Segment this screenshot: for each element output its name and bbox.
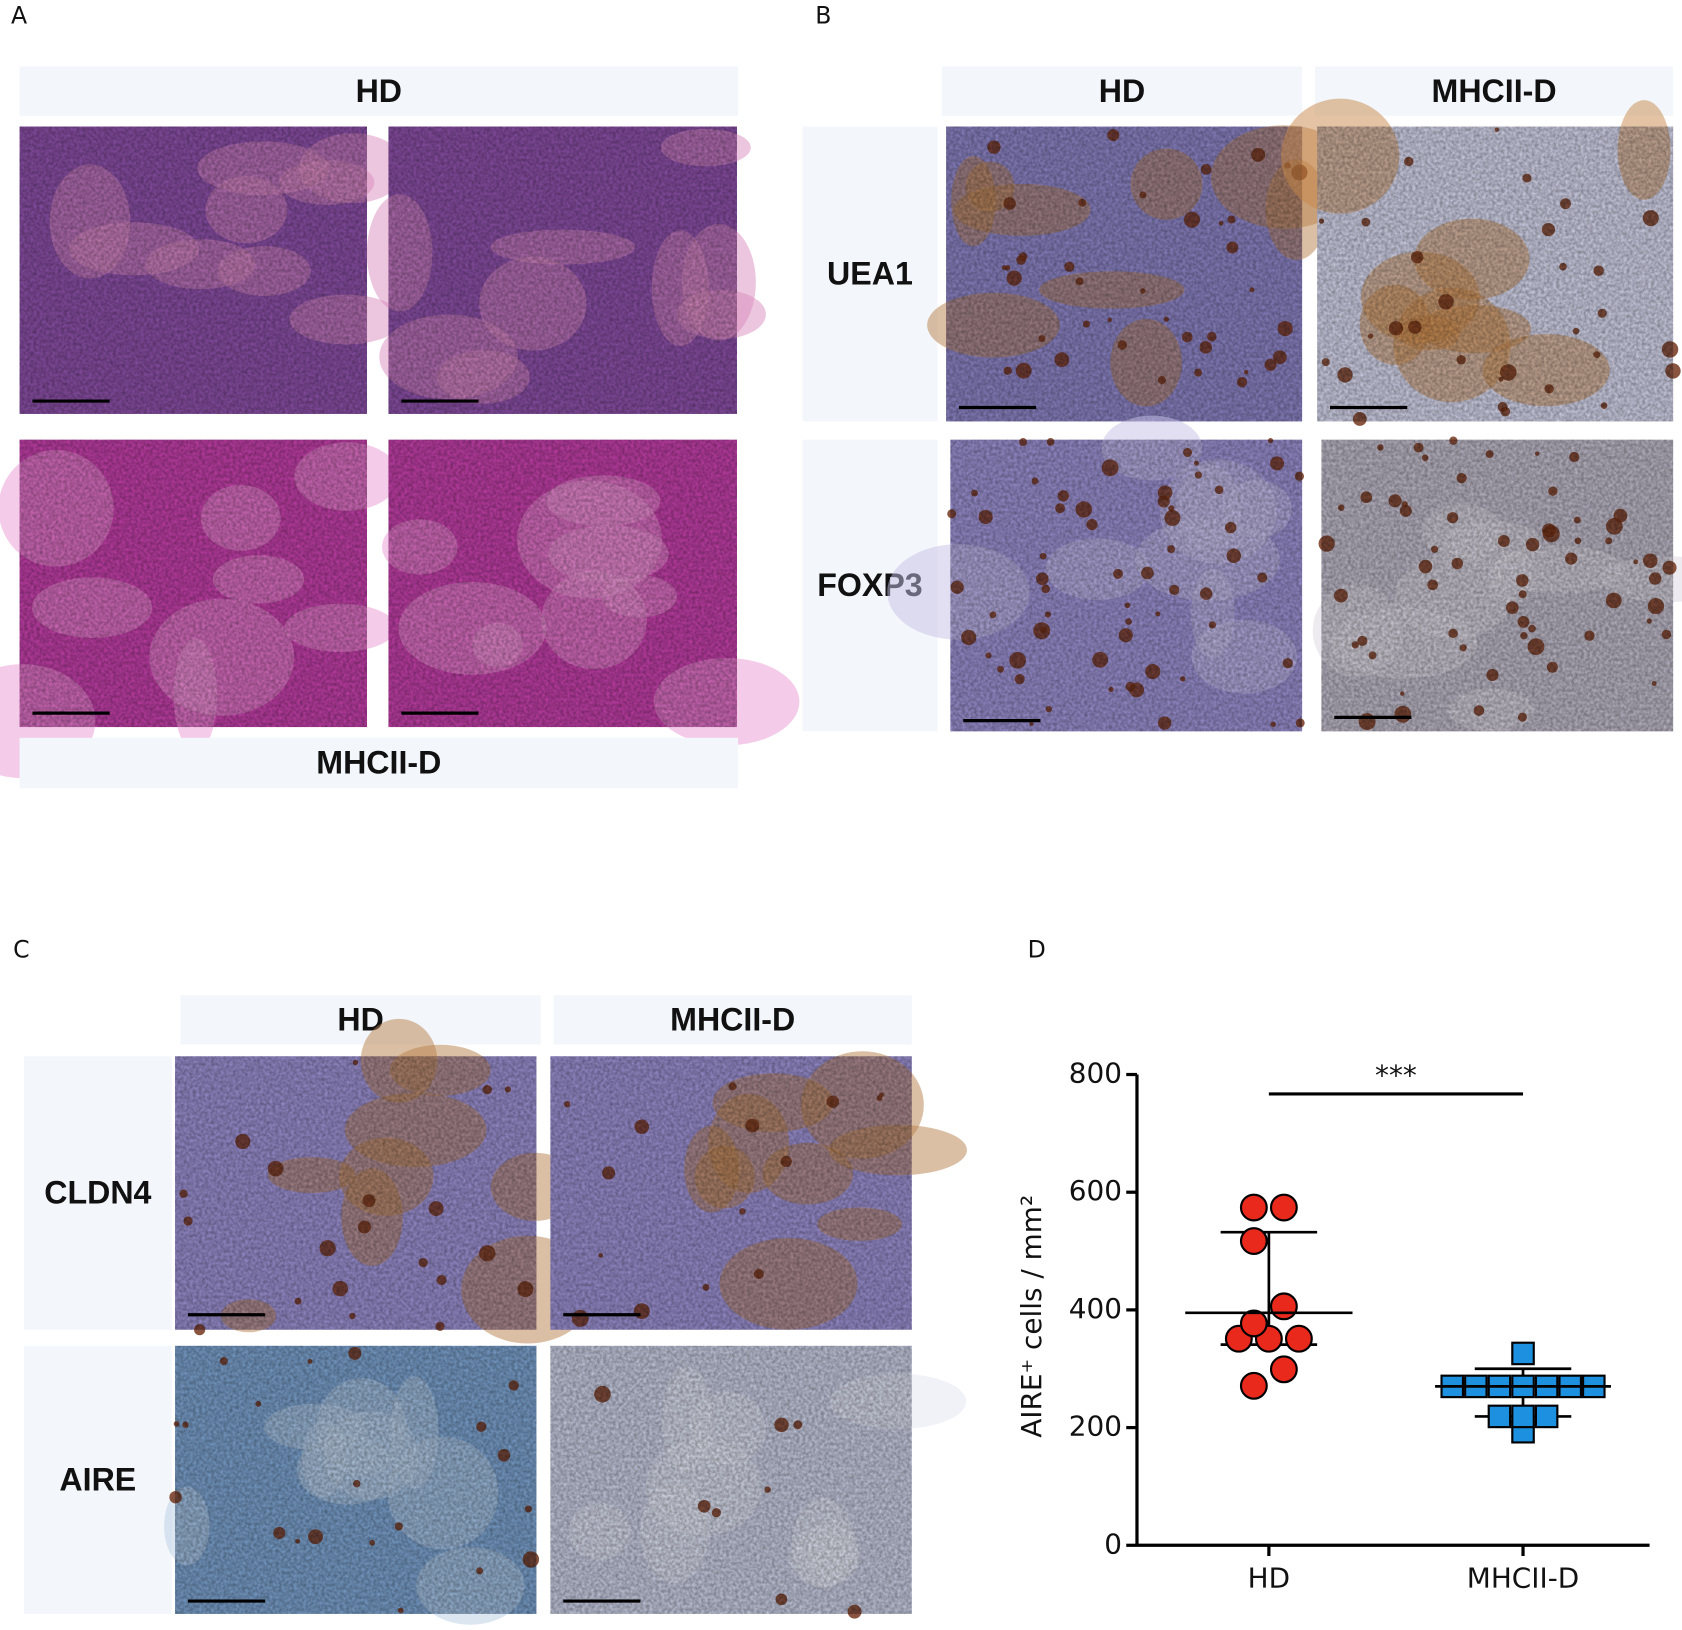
panel-header: MHCII-D (670, 1001, 795, 1037)
texture (388, 126, 737, 414)
y-tick-label: 200 (1069, 1410, 1122, 1443)
texture (19, 126, 368, 414)
label-band (1314, 66, 1674, 116)
data-point (1269, 1292, 1298, 1321)
y-tick-label: 800 (1069, 1057, 1122, 1090)
label-band (23, 1345, 172, 1614)
texture (550, 1345, 912, 1614)
texture (1317, 126, 1674, 422)
y-tick-label: 400 (1069, 1292, 1122, 1325)
label-band (180, 995, 541, 1045)
data-point (1239, 1227, 1268, 1255)
texture (19, 439, 368, 728)
label-band (941, 66, 1303, 116)
texture (1321, 439, 1674, 732)
data-point (1534, 1404, 1559, 1429)
panel-header: AIRE (59, 1462, 136, 1498)
label-band (23, 1056, 172, 1330)
x-tick-label: HD (1248, 1562, 1290, 1595)
significance-label: *** (1375, 1059, 1417, 1092)
label-band (19, 66, 739, 116)
panel-letter: A (11, 2, 27, 30)
data-point (1511, 1404, 1535, 1429)
label-band (19, 737, 739, 789)
panel-header: MHCII-D (316, 745, 441, 781)
y-tick-label: 0 (1104, 1527, 1122, 1560)
panel-header: HD (1099, 73, 1145, 109)
texture (946, 126, 1303, 422)
texture (388, 439, 737, 728)
texture (175, 1345, 537, 1614)
data-point (1269, 1193, 1298, 1222)
texture (550, 1056, 912, 1330)
data-point (1239, 1371, 1268, 1400)
y-axis-label: AIRE⁺ cells / mm² (1015, 1195, 1048, 1438)
panel-header: UEA1 (827, 256, 913, 292)
panel-letter: D (1028, 936, 1046, 964)
texture (175, 1056, 537, 1330)
panel-header: CLDN4 (44, 1175, 151, 1211)
data-point (1239, 1309, 1268, 1338)
data-point (1487, 1404, 1512, 1429)
panel-header: MHCII-D (1432, 73, 1557, 109)
label-band (802, 126, 938, 422)
y-tick-label: 600 (1069, 1174, 1122, 1207)
panel-header: HD (356, 73, 402, 109)
label-band (553, 995, 912, 1045)
texture (950, 439, 1303, 732)
x-tick-label: MHCII-D (1467, 1562, 1579, 1595)
panel-letter: C (13, 936, 29, 964)
data-point (1239, 1193, 1268, 1222)
data-point (1269, 1355, 1298, 1384)
data-point (1284, 1324, 1313, 1353)
data-point (1511, 1341, 1535, 1366)
panel-letter: B (815, 2, 831, 30)
